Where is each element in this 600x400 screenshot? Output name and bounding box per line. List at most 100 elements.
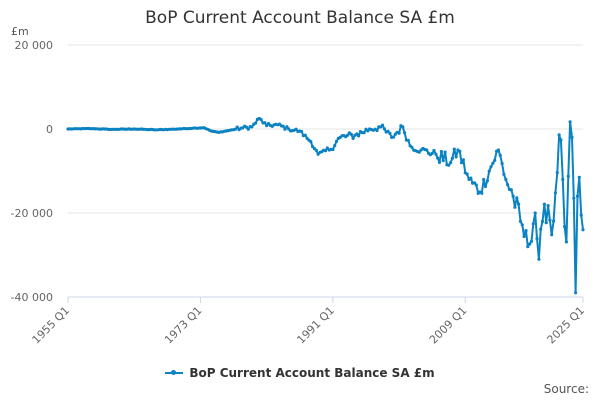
data-point xyxy=(502,172,506,176)
data-point xyxy=(401,125,405,129)
data-point xyxy=(235,125,239,129)
data-point xyxy=(526,245,530,249)
data-point xyxy=(303,133,307,137)
y-tick-label: 0 xyxy=(46,123,53,136)
data-point xyxy=(254,121,258,125)
data-point xyxy=(380,123,385,127)
data-point xyxy=(294,127,298,131)
data-point xyxy=(458,149,462,153)
data-point xyxy=(509,188,513,192)
data-point xyxy=(529,239,534,243)
data-point xyxy=(386,129,390,133)
y-axis-unit-label: £m xyxy=(11,25,29,38)
data-point xyxy=(533,211,537,215)
data-point xyxy=(515,196,519,200)
data-point xyxy=(430,151,434,155)
data-point xyxy=(454,155,458,159)
data-point xyxy=(436,156,440,160)
data-point xyxy=(406,138,410,142)
data-point xyxy=(542,202,547,206)
legend-line-swatch-icon xyxy=(165,368,184,378)
data-point xyxy=(493,158,497,162)
data-point xyxy=(447,163,451,167)
data-point xyxy=(500,161,504,166)
data-point xyxy=(392,135,396,139)
data-point xyxy=(452,147,456,151)
data-point xyxy=(528,242,532,246)
data-point xyxy=(517,202,521,206)
data-point xyxy=(506,183,510,187)
data-point xyxy=(491,161,495,165)
data-point xyxy=(434,152,438,156)
data-point xyxy=(246,127,250,131)
data-point xyxy=(559,138,563,142)
x-tick-label: 2009 Q1 xyxy=(427,304,470,347)
data-point xyxy=(281,124,285,128)
data-point xyxy=(496,148,500,152)
data-point xyxy=(561,177,565,181)
data-point xyxy=(485,179,489,183)
data-point xyxy=(579,213,583,217)
data-point xyxy=(323,149,328,153)
data-point xyxy=(325,146,329,150)
data-point xyxy=(334,139,339,143)
data-point xyxy=(553,191,558,195)
x-tick-label: 2025 Q1 xyxy=(545,304,588,347)
data-point xyxy=(443,150,447,154)
data-point xyxy=(480,191,484,195)
data-point xyxy=(461,158,465,162)
chart-title: BoP Current Account Balance SA £m xyxy=(145,8,455,28)
data-point xyxy=(375,128,379,133)
data-point xyxy=(314,148,318,152)
data-point xyxy=(417,150,421,154)
data-point xyxy=(244,125,248,129)
data-point xyxy=(333,144,337,148)
grid-lines xyxy=(68,44,583,298)
data-point xyxy=(259,118,263,122)
data-point xyxy=(489,165,493,169)
data-point xyxy=(568,120,572,124)
data-point xyxy=(535,237,539,241)
data-point xyxy=(574,291,578,295)
data-point xyxy=(397,131,401,135)
data-point xyxy=(550,233,554,237)
data-point xyxy=(472,181,477,185)
data-point xyxy=(513,205,517,209)
data-point xyxy=(300,129,304,134)
data-point xyxy=(539,227,543,231)
data-point xyxy=(524,229,528,233)
data-point xyxy=(250,125,254,129)
data-point xyxy=(439,149,443,154)
data-point xyxy=(544,221,548,225)
data-point xyxy=(575,194,580,198)
data-point xyxy=(425,148,429,152)
data-point xyxy=(285,125,289,129)
data-point xyxy=(537,257,541,261)
data-point xyxy=(552,219,556,223)
series-path xyxy=(67,117,584,294)
data-point xyxy=(449,161,453,165)
data-point xyxy=(450,156,454,160)
series-line xyxy=(67,117,584,294)
data-point xyxy=(504,177,508,181)
data-point xyxy=(331,147,335,152)
series-points xyxy=(66,116,585,295)
data-point xyxy=(469,176,473,180)
data-point xyxy=(563,225,567,229)
data-point xyxy=(351,136,355,140)
legend-label: BoP Current Account Balance SA £m xyxy=(189,366,435,380)
data-point xyxy=(548,218,552,222)
data-point xyxy=(382,127,386,131)
data-point xyxy=(555,171,559,175)
legend[interactable]: BoP Current Account Balance SA £m xyxy=(0,366,600,380)
y-tick-label: -40 000 xyxy=(11,291,53,304)
data-point xyxy=(263,121,267,125)
data-point xyxy=(388,131,392,135)
y-tick-label: 20 000 xyxy=(15,39,54,52)
data-point xyxy=(437,160,442,164)
data-point xyxy=(564,240,569,244)
data-point xyxy=(522,234,526,239)
data-point xyxy=(474,183,478,187)
data-point xyxy=(460,161,464,165)
